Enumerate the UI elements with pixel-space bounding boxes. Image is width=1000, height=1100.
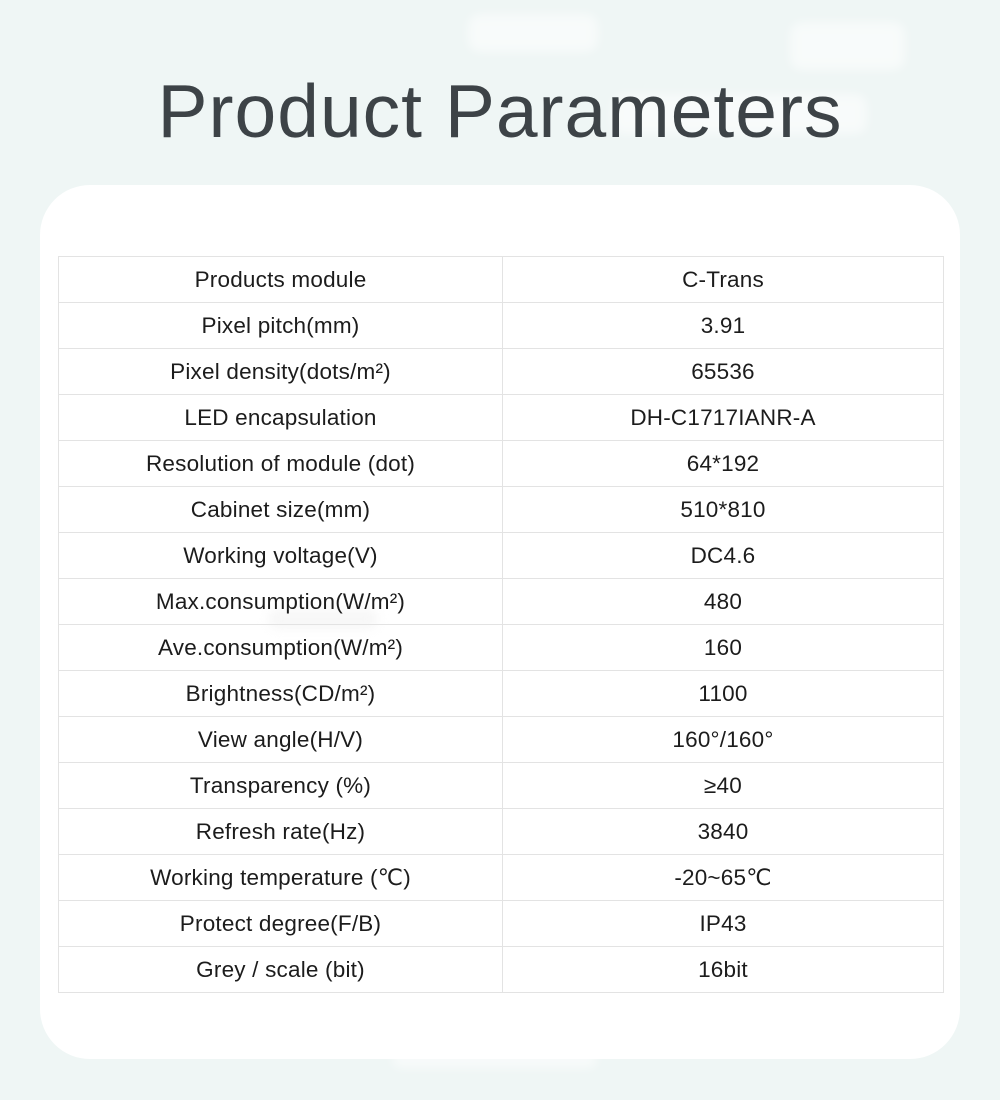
table-row: Protect degree(F/B) IP43 [58,900,944,947]
param-value: IP43 [502,900,944,947]
param-label: Protect degree(F/B) [58,900,503,947]
param-label: View angle(H/V) [58,716,503,763]
table-row: Pixel pitch(mm) 3.91 [58,302,944,349]
param-label: Brightness(CD/m²) [58,670,503,717]
table-row: Working voltage(V) DC4.6 [58,532,944,579]
param-label: Max.consumption(W/m²) [58,578,503,625]
table-row: Max.consumption(W/m²) 480 [58,578,944,625]
param-value: 480 [502,578,944,625]
watermark [790,22,905,70]
param-label: Ave.consumption(W/m²) [58,624,503,671]
param-label: Products module [58,256,503,303]
param-label: Working voltage(V) [58,532,503,579]
table-row: Resolution of module (dot) 64*192 [58,440,944,487]
param-value: 65536 [502,348,944,395]
param-label: Working temperature (℃) [58,854,503,901]
param-label: Resolution of module (dot) [58,440,503,487]
table-row: Transparency (%) ≥40 [58,762,944,809]
product-parameters-table: Products module C-Trans Pixel pitch(mm) … [58,256,944,993]
table-row: Refresh rate(Hz) 3840 [58,808,944,855]
param-value: 510*810 [502,486,944,533]
param-label: Grey / scale (bit) [58,946,503,993]
table-row: Ave.consumption(W/m²) 160 [58,624,944,671]
param-value: -20~65℃ [502,854,944,901]
param-value: 3.91 [502,302,944,349]
param-label: Refresh rate(Hz) [58,808,503,855]
param-label: Transparency (%) [58,762,503,809]
table-row: Working temperature (℃) -20~65℃ [58,854,944,901]
table-row: Grey / scale (bit) 16bit [58,946,944,993]
table-row: Products module C-Trans [58,256,944,303]
param-label: Pixel density(dots/m²) [58,348,503,395]
table-row: LED encapsulation DH-C1717IANR-A [58,394,944,441]
param-value: 160°/160° [502,716,944,763]
param-value: 1100 [502,670,944,717]
param-label: Pixel pitch(mm) [58,302,503,349]
param-label: Cabinet size(mm) [58,486,503,533]
watermark [468,14,598,52]
page-title: Product Parameters [157,69,843,154]
param-value: 16bit [502,946,944,993]
param-value: DH-C1717IANR-A [502,394,944,441]
table-row: Brightness(CD/m²) 1100 [58,670,944,717]
content-card: Products module C-Trans Pixel pitch(mm) … [40,185,960,1059]
param-value: C-Trans [502,256,944,303]
param-value: ≥40 [502,762,944,809]
param-value: 64*192 [502,440,944,487]
param-value: 160 [502,624,944,671]
table-row: View angle(H/V) 160°/160° [58,716,944,763]
param-label: LED encapsulation [58,394,503,441]
param-value: DC4.6 [502,532,944,579]
table-row: Pixel density(dots/m²) 65536 [58,348,944,395]
table-row: Cabinet size(mm) 510*810 [58,486,944,533]
param-value: 3840 [502,808,944,855]
